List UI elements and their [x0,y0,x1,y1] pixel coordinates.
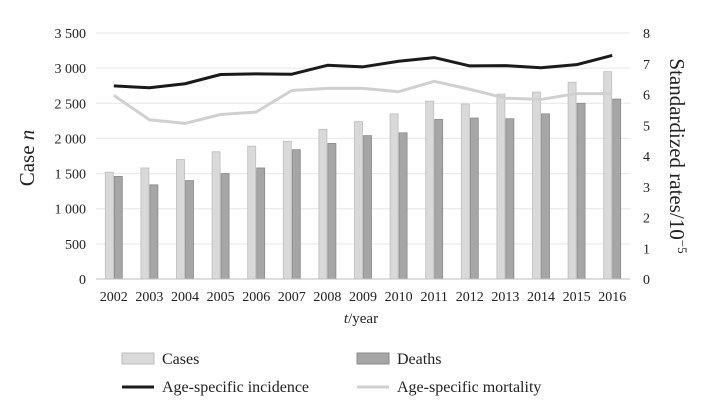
bar-deaths [185,180,194,280]
left-tick-label: 3 000 [55,62,87,77]
bar-cases [176,159,185,280]
legend: Cases Deaths Age-specific incidence Age-… [121,351,541,396]
right-tick-label: 7 [643,58,650,73]
bar-cases [318,128,328,280]
bar-deaths [434,119,444,280]
right-tick-label: 3 [643,181,650,196]
x-tick-label: 2013 [491,290,519,305]
bar-deaths [469,117,479,280]
right-tick-label: 8 [643,27,650,42]
x-axis-title: t/year [344,311,378,327]
bar-cases [354,121,363,280]
left-tick-label: 2 000 [55,132,87,147]
bar-cases [104,171,114,280]
right-tick-label: 4 [643,150,650,165]
left-tick-label: 1 500 [55,168,87,183]
bar-deaths [291,149,301,280]
x-tick-label: 2009 [349,290,377,305]
legend-item-mortality: Age-specific mortality [357,379,541,396]
right-axis-ticks: 0 1 2 3 4 5 6 7 8 [643,27,650,288]
left-axis-ticks: 0 500 1 000 1 500 2 000 2 500 3 000 3 500 [55,27,87,288]
x-tick-label: 2005 [207,290,235,305]
bar-deaths [363,135,372,280]
left-tick-label: 2 500 [55,97,87,112]
bar-deaths [113,175,123,280]
bar-deaths [398,132,408,280]
legend-swatch-deaths [356,352,390,365]
bar-cases [496,93,506,280]
bar-cases [211,151,221,280]
right-tick-label: 0 [643,273,650,288]
x-tick-label: 2003 [135,290,163,305]
x-tick-label: 2002 [100,290,128,305]
x-tick-label: 2006 [242,290,270,305]
left-axis-title: Case n [15,130,39,187]
left-tick-label: 500 [65,238,86,253]
bar-cases [140,167,150,280]
right-tick-label: 1 [643,242,650,257]
x-tick-label: 2010 [385,290,413,305]
legend-swatch-cases [121,352,155,365]
bar-deaths [505,118,515,280]
legend-label-cases: Cases [162,351,199,368]
left-tick-label: 1 000 [55,203,87,218]
right-axis-title: Standardized rates/10−5 [665,58,690,253]
x-tick-label: 2014 [527,290,555,305]
line-age-specific-mortality [112,79,613,125]
bar-cases [532,91,541,280]
legend-item-incidence: Age-specific incidence [122,379,309,396]
bar-deaths [149,184,159,280]
left-tick-label: 3 500 [55,27,87,42]
x-tick-label: 2008 [313,290,341,305]
line-marks [112,53,613,125]
left-tick-label: 0 [79,273,86,288]
bar-cases [425,100,435,280]
bar-cases [247,145,257,280]
x-tick-label: 2016 [598,290,626,305]
x-tick-label: 2007 [278,290,306,305]
x-axis-ticks: 2002 2003 2004 2005 2006 2007 2008 2009 2010 2011… [100,290,626,305]
bar-deaths [541,113,550,280]
bar-deaths [612,98,622,280]
right-tick-label: 6 [643,89,650,104]
legend-item-cases: Cases [121,351,199,368]
bar-deaths [256,167,266,280]
bar-deaths [576,102,586,280]
x-tick-label: 2011 [420,290,447,305]
legend-label-incidence: Age-specific incidence [162,379,309,396]
x-tick-label: 2004 [171,290,199,305]
legend-label-deaths: Deaths [397,351,441,368]
bar-marks [104,71,622,280]
bar-cases [460,103,470,280]
bar-cases [389,113,399,280]
x-tick-label: 2015 [563,290,591,305]
bar-cases [567,81,577,280]
bar-cases [603,71,613,280]
line-age-specific-incidence [113,53,613,90]
legend-label-mortality: Age-specific mortality [397,379,541,396]
right-tick-label: 2 [643,212,650,227]
bar-deaths [327,142,337,280]
right-tick-label: 5 [643,119,650,134]
bar-deaths [220,173,230,280]
x-tick-label: 2012 [456,290,484,305]
legend-item-deaths: Deaths [356,351,441,368]
bar-cases [282,140,292,280]
